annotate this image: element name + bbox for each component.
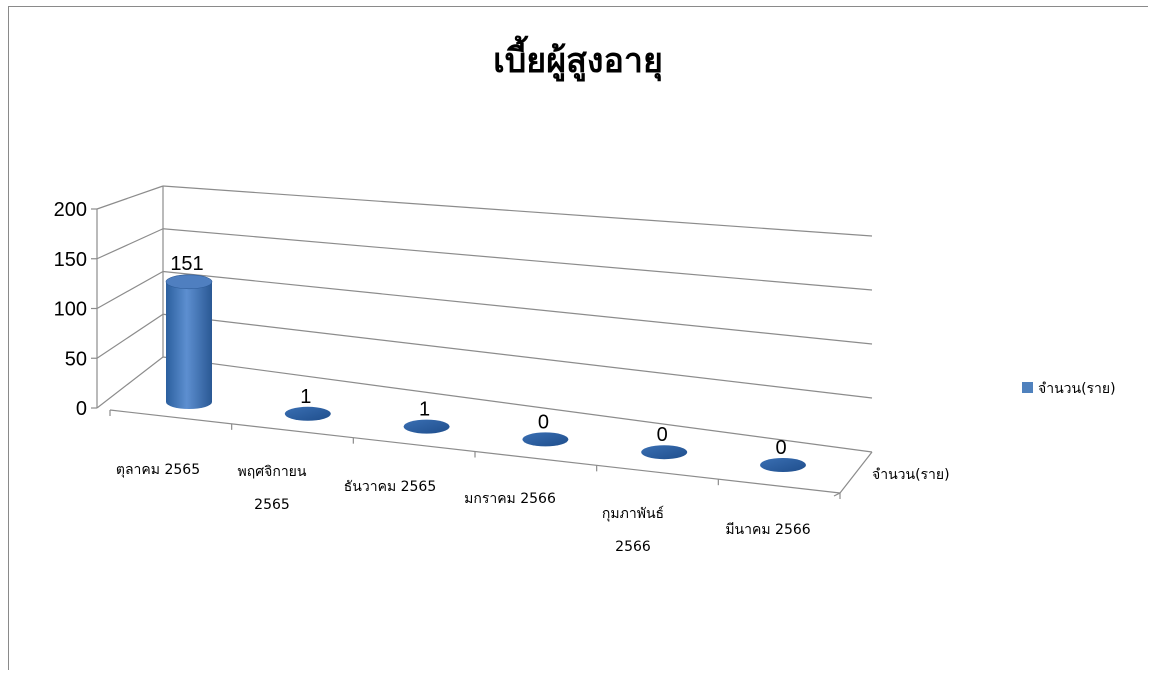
axes	[96, 186, 873, 499]
y-tick-label: 50	[65, 348, 87, 370]
depth-axis-label: จำนวน(ราย)	[872, 467, 950, 483]
back-wall-gridline	[162, 185, 873, 237]
bar-top	[165, 274, 213, 290]
category-label: ตุลาคม 2565	[116, 462, 200, 478]
category-label: 2565	[254, 497, 290, 513]
bar-disc	[760, 458, 806, 472]
category-label: พฤศจิกายน	[238, 464, 307, 480]
side-wall-gridline	[96, 356, 164, 409]
bar-disc	[403, 419, 450, 434]
legend-entry: จำนวน(ราย)	[1038, 381, 1116, 397]
y-tick-label: 200	[54, 199, 87, 221]
side-wall-gridline	[96, 185, 164, 210]
y-axis-tick-labels: 0 50 100 150 200	[54, 199, 87, 420]
side-wall-gridline	[96, 228, 164, 260]
y-tick-label: 0	[76, 398, 87, 420]
legend: จำนวน(ราย)	[1022, 381, 1116, 397]
bar-5	[760, 458, 806, 472]
depth-axis-tick	[833, 492, 841, 497]
back-wall-gridline	[162, 228, 873, 291]
x-axis-category-labels: ตุลาคม 2565 พฤศจิกายน 2565 ธันวาคม 2565 มกรา…	[116, 462, 811, 555]
side-wall-gridline	[96, 270, 164, 310]
back-wall-gridline	[162, 270, 873, 345]
data-label: 1	[419, 399, 430, 421]
back-wall-gridline	[162, 356, 873, 453]
back-wall-gridline	[162, 313, 873, 399]
legend-swatch	[1022, 382, 1033, 393]
bar-0	[165, 274, 213, 409]
bar-disc	[522, 432, 569, 447]
bar-2	[403, 419, 450, 434]
data-label: 0	[538, 411, 549, 433]
category-label: 2566	[615, 539, 651, 555]
bars	[165, 274, 806, 472]
y-tick-label: 100	[54, 299, 87, 321]
data-label: 151	[170, 253, 203, 275]
bar-disc	[641, 445, 688, 460]
data-label: 0	[657, 424, 668, 446]
bar-4	[641, 445, 688, 460]
chart-title: เบี้ยผู้สูงอายุ	[493, 35, 663, 82]
category-label: ธันวาคม 2565	[344, 479, 437, 495]
bar-disc	[284, 406, 331, 421]
y-tick-label: 150	[54, 249, 87, 271]
data-label: 1	[300, 386, 311, 408]
category-label: กุมภาพันธ์	[602, 505, 664, 522]
data-labels: 151 1 1 0 0 0	[170, 253, 786, 459]
side-wall-gridline	[96, 313, 164, 359]
data-label: 0	[775, 437, 786, 459]
depth-axis-line	[839, 451, 873, 494]
bar-1	[284, 406, 331, 421]
category-label: มีนาคม 2566	[725, 522, 810, 538]
category-label: มกราคม 2566	[464, 491, 556, 507]
bar-body	[166, 281, 212, 409]
bar-3	[522, 432, 569, 447]
gridlines	[91, 185, 873, 453]
